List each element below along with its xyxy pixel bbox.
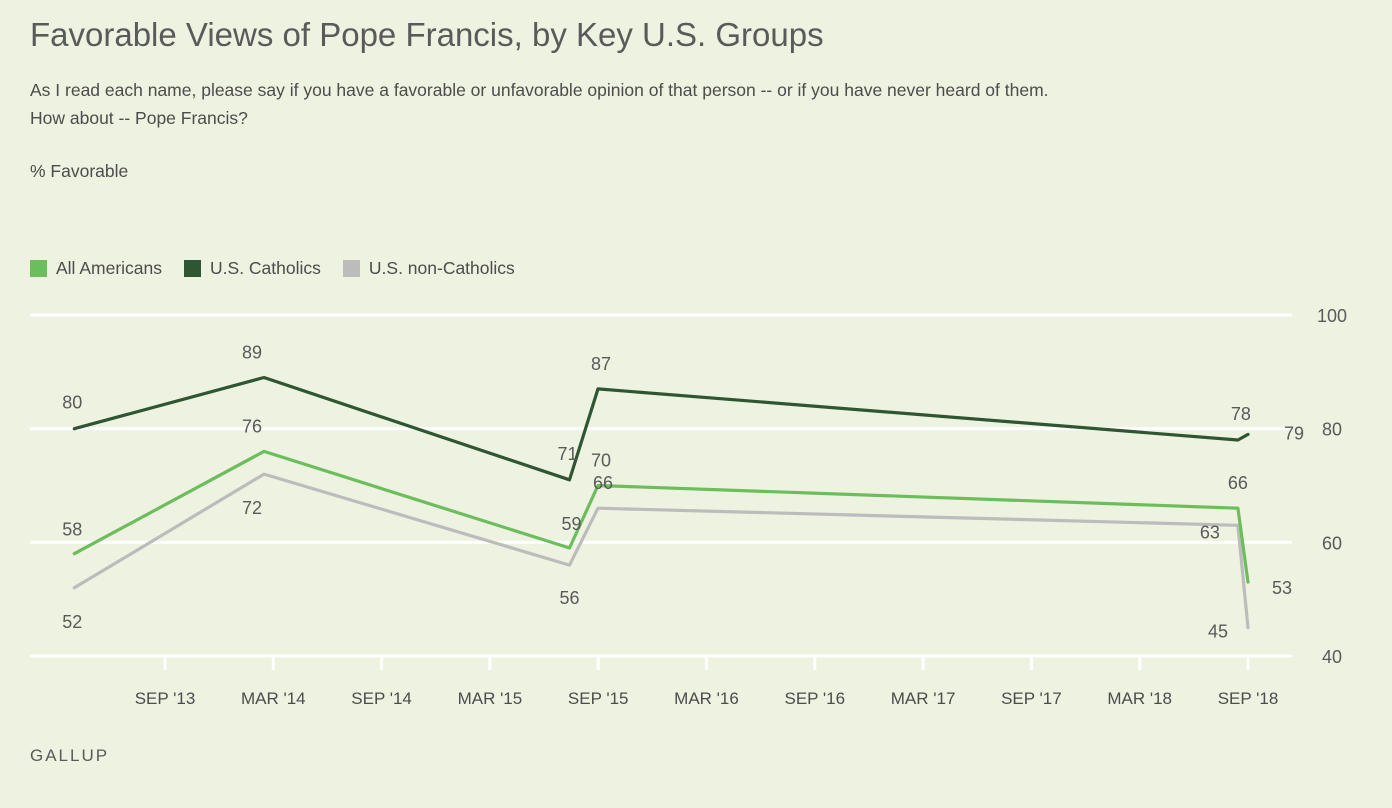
source-label: GALLUP: [30, 746, 110, 765]
data-label-noncatholics-0: 52: [62, 612, 82, 632]
y-axis-label: % Favorable: [30, 161, 129, 181]
chart-title: Favorable Views of Pope Francis, by Key …: [30, 16, 824, 53]
x-tick-label-5: MAR '16: [674, 689, 739, 708]
data-label-all-0: 58: [62, 520, 82, 540]
legend-label-us-catholics: U.S. Catholics: [210, 258, 321, 278]
legend-label-us-non-catholics: U.S. non-Catholics: [368, 258, 515, 278]
series-line-catholics: [72, 375, 1250, 482]
data-label-noncatholics-3: 66: [593, 473, 613, 493]
legend-swatch-us-non-catholics: [342, 260, 360, 277]
data-label-all-2: 59: [561, 514, 581, 534]
chart-subtitle: As I read each name, please say if you h…: [30, 80, 1049, 128]
data-label-noncatholics-4: 63: [1200, 522, 1220, 542]
data-label-catholics-0: 80: [62, 393, 82, 413]
data-label-all-4: 66: [1228, 473, 1248, 493]
y-tick-label-60: 60: [1322, 533, 1342, 553]
data-label-all-1: 76: [242, 416, 262, 436]
data-label-noncatholics-1: 72: [242, 498, 262, 518]
x-tick-label-3: MAR '15: [458, 689, 523, 708]
y-tick-label-40: 40: [1322, 647, 1342, 667]
data-label-noncatholics-2: 56: [559, 588, 579, 608]
x-tick-label-9: MAR '18: [1107, 689, 1172, 708]
series-line-noncatholics: [72, 472, 1250, 630]
data-label-all-5: 53: [1272, 578, 1292, 598]
legend-label-all-americans: All Americans: [56, 258, 163, 278]
data-label-catholics-3: 87: [591, 354, 611, 374]
legend-swatch-all-americans: [30, 260, 47, 277]
x-tick-label-7: MAR '17: [891, 689, 956, 708]
legend-item-us-catholics: U.S. Catholics: [184, 258, 321, 279]
data-label-catholics-5: 79: [1284, 423, 1304, 443]
x-tick-label-2: SEP '14: [351, 689, 412, 708]
legend-item-all-americans: All Americans: [30, 258, 162, 279]
y-tick-label-80: 80: [1322, 420, 1342, 440]
x-tick-label-0: SEP '13: [135, 689, 196, 708]
y-tick-label-100: 100: [1317, 306, 1347, 326]
legend-swatch-us-catholics: [184, 260, 202, 277]
data-label-catholics-2: 71: [557, 444, 577, 464]
data-label-catholics-1: 89: [242, 343, 262, 363]
data-label-all-3: 70: [591, 451, 611, 471]
x-tick-label-8: SEP '17: [1001, 689, 1062, 708]
x-tick-label-4: SEP '15: [568, 689, 629, 708]
x-tick-label-10: SEP '18: [1218, 689, 1279, 708]
legend: All Americans U.S. Catholics U.S. non-Ca…: [30, 258, 537, 279]
x-tick-label-1: MAR '14: [241, 689, 306, 708]
series-line-all: [72, 449, 1250, 584]
data-label-noncatholics-5: 45: [1208, 622, 1228, 642]
x-tick-label-6: SEP '16: [785, 689, 846, 708]
data-label-catholics-4: 78: [1231, 404, 1251, 424]
legend-item-us-non-catholics: U.S. non-Catholics: [342, 258, 515, 279]
